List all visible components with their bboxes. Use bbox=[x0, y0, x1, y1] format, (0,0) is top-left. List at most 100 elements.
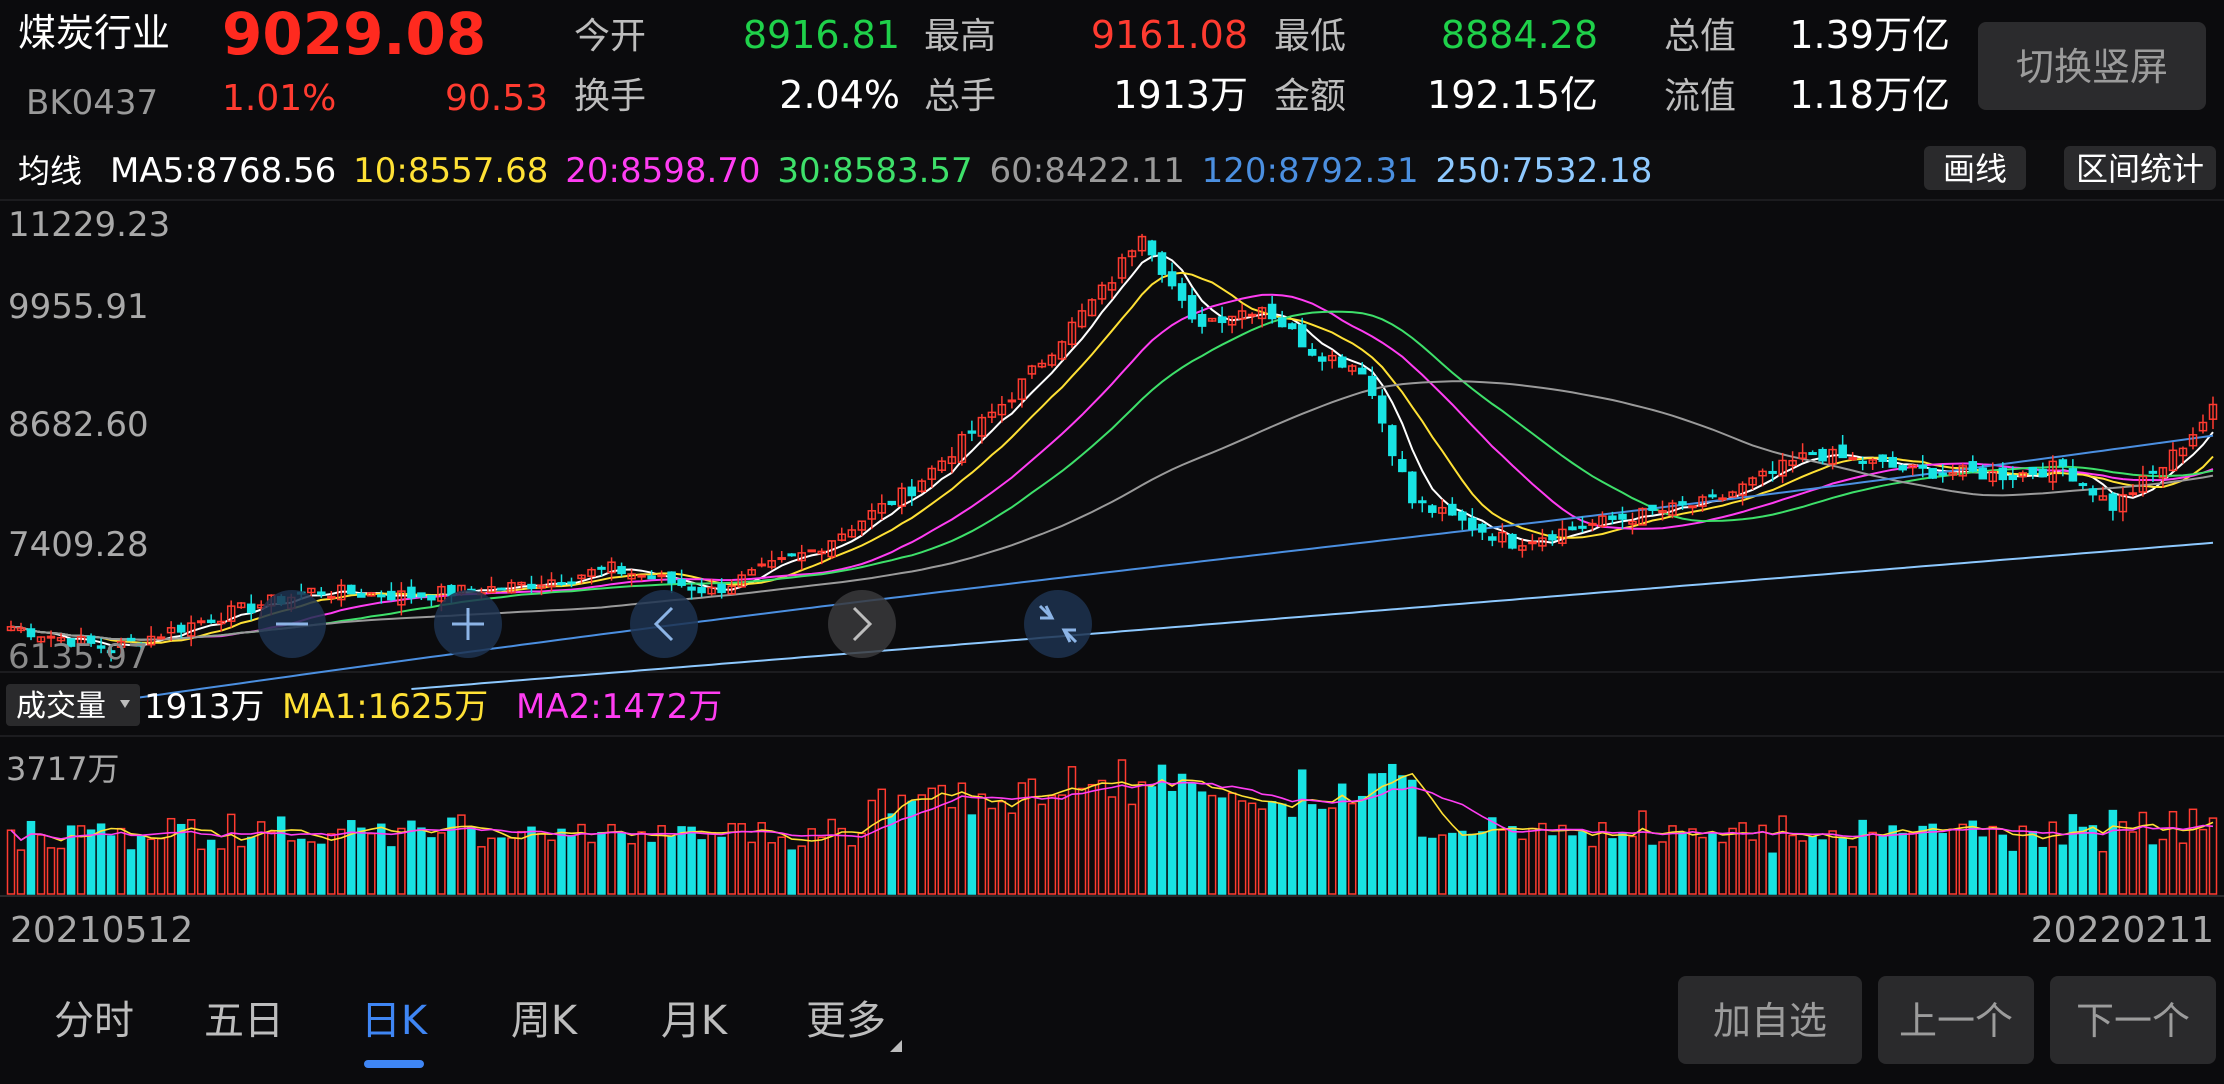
candle-body bbox=[607, 561, 616, 574]
candle-body bbox=[637, 574, 646, 578]
candle-body bbox=[1938, 472, 1947, 476]
candle-body bbox=[897, 487, 907, 507]
candle-body bbox=[2188, 434, 2198, 447]
candle-body bbox=[1207, 317, 1217, 322]
switch-portrait-button[interactable]: 切换竖屏 bbox=[1978, 22, 2206, 110]
candle-body bbox=[967, 430, 977, 434]
draw-line-button[interactable]: 画线 bbox=[1924, 146, 2026, 190]
candle-body bbox=[1027, 365, 1037, 375]
scroll-right-button[interactable] bbox=[828, 590, 896, 658]
candle-body bbox=[1668, 502, 1677, 516]
candle-body bbox=[1538, 537, 1547, 547]
candle-body bbox=[1758, 470, 1767, 477]
tab-monthly-k[interactable]: 月K bbox=[661, 998, 729, 1044]
candle-body bbox=[987, 411, 997, 418]
volume-bar bbox=[1207, 794, 1217, 895]
candle-body bbox=[1838, 444, 1847, 459]
volume-bar bbox=[317, 843, 326, 895]
tab-daily-k[interactable]: 日K bbox=[361, 998, 429, 1044]
volume-bar bbox=[457, 814, 466, 895]
candle-body bbox=[1187, 295, 1197, 320]
volume-bar bbox=[647, 841, 656, 895]
ma250-value: 250:7532.18 bbox=[1435, 151, 1652, 191]
volume-bar bbox=[377, 823, 386, 895]
volume-bar bbox=[1688, 828, 1697, 895]
zoom-in-button[interactable] bbox=[434, 590, 502, 658]
candle-body bbox=[1518, 545, 1527, 551]
ma10-line bbox=[10, 271, 2214, 644]
candle-body bbox=[1227, 315, 1237, 326]
reset-zoom-button[interactable] bbox=[1024, 590, 1092, 658]
volume-bar bbox=[497, 837, 506, 895]
candle-body bbox=[136, 642, 146, 647]
candle-body bbox=[1217, 316, 1227, 324]
volume-bar bbox=[507, 837, 516, 895]
add-watchlist-button[interactable]: 加自选 bbox=[1678, 976, 1862, 1064]
candle-body bbox=[887, 500, 897, 506]
candle-body bbox=[327, 595, 336, 599]
volume-bar bbox=[2198, 828, 2208, 895]
volume-bar bbox=[1728, 827, 1737, 895]
previous-label: 上一个 bbox=[1899, 999, 2013, 1043]
volume-bar bbox=[2058, 844, 2068, 895]
tab-more[interactable]: 更多 bbox=[806, 998, 902, 1052]
volume-bar bbox=[967, 814, 977, 895]
volume-bar bbox=[116, 827, 126, 895]
candle-body bbox=[1327, 354, 1337, 362]
candle-body bbox=[1388, 425, 1397, 457]
candle-body bbox=[1908, 464, 1917, 469]
volume-bar bbox=[66, 825, 76, 895]
volume-bar bbox=[256, 821, 266, 895]
candle-body bbox=[497, 587, 506, 591]
tab-intraday[interactable]: 分时 bbox=[54, 998, 134, 1044]
candle-body bbox=[1267, 303, 1277, 320]
volume-indicator-dropdown[interactable]: 成交量 bbox=[6, 684, 140, 726]
volume-bar bbox=[877, 788, 887, 895]
volume-bar bbox=[297, 838, 306, 895]
volume-bar bbox=[1638, 810, 1647, 895]
volume-bar bbox=[1648, 844, 1657, 895]
volume-bar bbox=[56, 847, 66, 895]
candle-body bbox=[1287, 323, 1297, 330]
ma-title: 均线 bbox=[18, 152, 82, 190]
price-chart[interactable]: 11229.23 9955.91 8682.60 7409.28 6135.97 bbox=[0, 199, 2224, 717]
price-axis-label-5: 6135.97 bbox=[8, 637, 149, 677]
candle-body bbox=[577, 574, 586, 580]
candle-body bbox=[2018, 472, 2028, 478]
volume-bar bbox=[1448, 832, 1457, 895]
tab-five-day[interactable]: 五日 bbox=[204, 998, 284, 1044]
range-stats-button[interactable]: 区间统计 bbox=[2064, 146, 2216, 190]
range-stats-label: 区间统计 bbox=[2076, 150, 2204, 188]
tab-weekly-k[interactable]: 周K bbox=[511, 998, 579, 1044]
volume-bar bbox=[1938, 833, 1947, 895]
scroll-left-button[interactable] bbox=[630, 590, 698, 658]
volume-bar bbox=[1157, 764, 1167, 895]
volume-bar bbox=[557, 828, 566, 895]
volume-bar bbox=[1458, 830, 1467, 895]
candle-body bbox=[1047, 354, 1057, 366]
candle-body bbox=[146, 635, 156, 646]
next-button[interactable]: 下一个 bbox=[2050, 976, 2216, 1064]
volume-bar bbox=[1177, 773, 1187, 895]
stat-label-float-value: 流值 bbox=[1664, 76, 1736, 117]
candle-body bbox=[847, 529, 857, 538]
volume-bar bbox=[537, 832, 546, 895]
volume-ma-lines bbox=[10, 772, 2214, 842]
zoom-out-button[interactable] bbox=[258, 590, 326, 658]
candle-body bbox=[567, 581, 576, 585]
candle-body bbox=[817, 550, 826, 555]
volume-bar bbox=[46, 847, 56, 895]
volume-bar bbox=[1357, 795, 1367, 895]
previous-button[interactable]: 上一个 bbox=[1878, 976, 2034, 1064]
volume-bar bbox=[797, 845, 806, 895]
volume-bar bbox=[1788, 834, 1797, 895]
candle-body bbox=[1568, 526, 1577, 531]
volume-bar bbox=[527, 826, 536, 895]
volume-bar bbox=[1087, 783, 1097, 895]
volume-chart[interactable]: 3717万 bbox=[0, 735, 2224, 897]
volume-bar bbox=[857, 832, 867, 895]
ma-bar: 均线 MA5:8768.56 10:8557.68 20:8598.70 30:… bbox=[0, 140, 2224, 200]
candle-body bbox=[1688, 505, 1697, 509]
volume-bar bbox=[1738, 822, 1747, 895]
candle-body bbox=[206, 619, 216, 624]
